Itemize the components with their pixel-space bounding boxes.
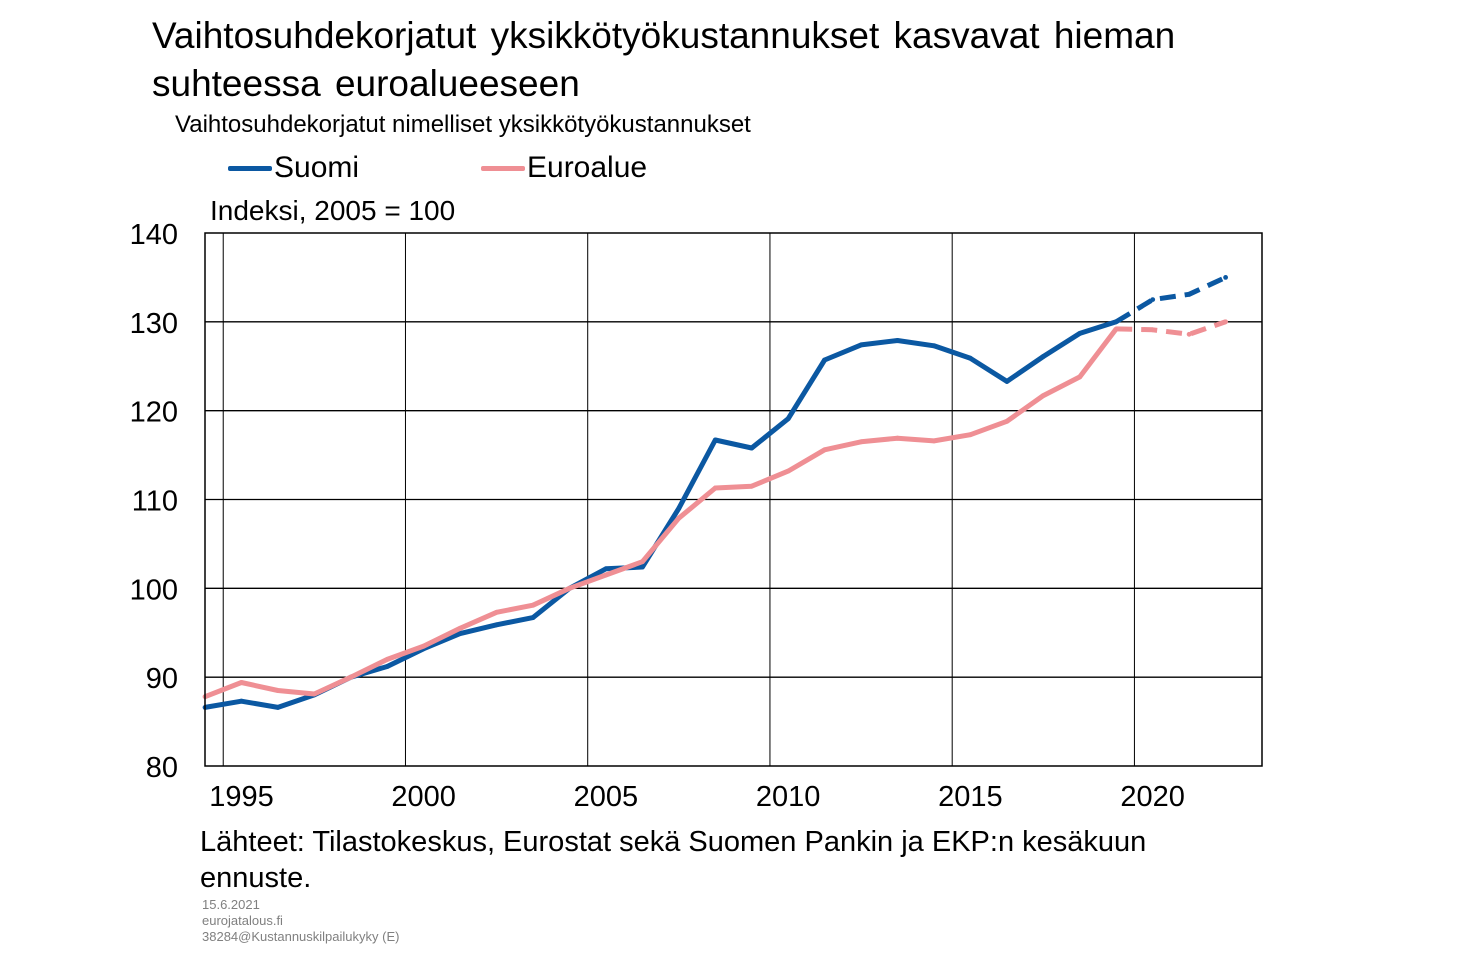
y-axis-label: Indeksi, 2005 = 100: [210, 195, 456, 226]
point-suomi-2011: [822, 357, 827, 363]
point-euroalue-2014: [931, 438, 937, 444]
footer-site: eurojatalous.fi: [202, 913, 283, 928]
point-suomi-2020: [1150, 297, 1156, 302]
point-euroalue-2007: [676, 515, 682, 521]
point-euroalue-2005: [603, 572, 609, 578]
point-suomi-2006: [640, 564, 645, 570]
point-euroalue-2022: [1223, 319, 1228, 325]
point-suomi-2021: [1186, 291, 1192, 297]
point-suomi-1995: [239, 698, 244, 704]
point-euroalue-2018: [1077, 374, 1083, 380]
x-tick-labels: 1995 2000 2005 2010 2015 2020: [209, 781, 1185, 813]
point-suomi-2015: [968, 355, 973, 361]
y-tick-label-80: 80: [146, 752, 178, 784]
footer-meta: 15.6.2021 eurojatalous.fi 38284@Kustannu…: [202, 897, 399, 945]
y-tick-labels: 80 90 100 110 120 130 140: [130, 219, 178, 784]
point-suomi-2014: [931, 343, 937, 349]
footer-ref: 38284@Kustannuskilpailukyky (E): [202, 929, 400, 944]
point-euroalue-2002: [494, 609, 499, 615]
series-forecast-suomi: [1114, 275, 1227, 324]
x-tick-label-2020: 2020: [1120, 781, 1185, 813]
point-euroalue-2010: [785, 468, 791, 474]
point-suomi-2002: [494, 622, 499, 628]
point-euroalue-1998: [348, 674, 354, 680]
series-line-euroalue: [204, 327, 1119, 700]
legend-label-euroalue: Euroalue: [527, 151, 648, 184]
plot-frame: [204, 232, 1263, 767]
series-line-suomi: [204, 319, 1117, 710]
x-tick-label-2015: 2015: [938, 781, 1003, 813]
point-suomi-2022: [1223, 275, 1228, 280]
point-euroalue-2011: [822, 447, 827, 453]
point-suomi-2019: [1113, 319, 1119, 325]
legend-swatch-suomi: [228, 165, 272, 171]
x-tick-label-2010: 2010: [756, 781, 821, 813]
series-forecast-euroalue: [1116, 319, 1227, 337]
point-euroalue-2015: [968, 432, 973, 438]
point-euroalue-2020: [1150, 327, 1156, 333]
legend-item-suomi: Suomi: [228, 150, 359, 186]
point-suomi-2005: [603, 566, 609, 572]
point-euroalue-2006: [640, 559, 645, 565]
legend-label-suomi: Suomi: [274, 151, 360, 184]
chart-title: Vaihtosuhdekorjatut yksikkötyökustannuks…: [152, 15, 1176, 104]
x-tick-label-2000: 2000: [391, 781, 456, 813]
point-euroalue-2019: [1113, 326, 1119, 332]
y-tick-label-90: 90: [146, 663, 178, 695]
y-tick-label-140: 140: [130, 219, 178, 251]
point-suomi-2012: [858, 342, 864, 348]
series-lines: [202, 275, 1228, 710]
point-suomi-2009: [749, 445, 755, 451]
chart-subtitle: Vaihtosuhdekorjatut nimelliset yksikköty…: [175, 111, 751, 138]
point-euroalue-2001: [457, 625, 463, 631]
point-euroalue-2021: [1186, 331, 1192, 337]
x-tick-label-2005: 2005: [574, 781, 639, 813]
point-euroalue-2008: [712, 485, 718, 491]
point-euroalue-2003: [530, 602, 536, 608]
point-suomi-2016: [1004, 379, 1010, 384]
point-euroalue-2016: [1004, 418, 1010, 424]
point-suomi-1999: [384, 664, 390, 669]
point-euroalue-2017: [1040, 393, 1046, 398]
point-euroalue-2012: [858, 439, 864, 445]
legend: Suomi Euroalue: [228, 150, 828, 190]
point-suomi-2007: [676, 506, 682, 511]
point-suomi-1996: [275, 705, 281, 710]
grid: [205, 233, 1262, 766]
source-note: Lähteet: Tilastokeskus, Eurostat sekä Su…: [200, 826, 1147, 894]
point-suomi-2001: [457, 631, 463, 636]
point-suomi-2013: [895, 338, 900, 343]
point-euroalue-1996: [275, 688, 281, 693]
point-euroalue-2004: [567, 585, 572, 591]
point-euroalue-2009: [749, 483, 755, 489]
y-tick-label-110: 110: [132, 486, 178, 518]
point-suomi-2018: [1077, 331, 1083, 336]
y-tick-label-120: 120: [130, 397, 178, 429]
legend-item-euroalue: Euroalue: [481, 150, 647, 186]
point-suomi-2010: [785, 416, 791, 422]
point-suomi-2017: [1040, 354, 1046, 359]
y-tick-label-130: 130: [130, 308, 178, 340]
point-euroalue-2013: [895, 435, 900, 441]
y-tick-label-100: 100: [130, 574, 178, 606]
point-euroalue-1999: [384, 657, 390, 662]
point-euroalue-1997: [311, 691, 317, 697]
point-suomi-2008: [712, 437, 718, 443]
legend-swatch-euroalue: [481, 165, 525, 171]
point-euroalue-1995: [239, 680, 244, 685]
x-tick-label-1995: 1995: [209, 781, 274, 813]
footer-date: 15.6.2021: [202, 897, 260, 912]
point-euroalue-2000: [421, 643, 427, 649]
point-suomi-2003: [530, 615, 536, 620]
